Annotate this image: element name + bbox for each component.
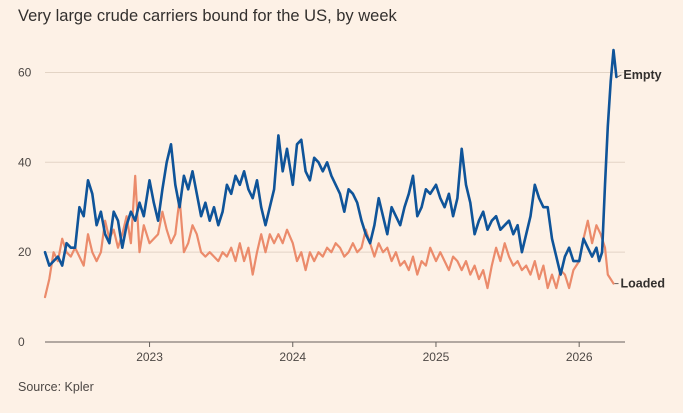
- y-tick-label-20: 20: [18, 245, 32, 259]
- series-lines: [43, 48, 618, 299]
- x-axis: 2023 2024 2025 2026: [45, 341, 625, 364]
- x-tick-label-2026: 2026: [566, 350, 593, 364]
- series-line-loaded: [43, 174, 615, 299]
- gridlines: 0 20 40 60: [18, 65, 625, 349]
- chart-title: Very large crude carriers bound for the …: [18, 7, 397, 25]
- series-label-empty: Empty: [623, 68, 661, 82]
- x-tick-label-2023: 2023: [136, 350, 163, 364]
- y-tick-label-0: 0: [18, 335, 25, 349]
- series-leader-empty: [617, 74, 622, 78]
- source-note: Source: Kpler: [18, 380, 94, 394]
- y-tick-label-40: 40: [18, 155, 32, 169]
- series-labels: Loaded Empty: [614, 68, 665, 291]
- x-tick-label-2025: 2025: [423, 350, 450, 364]
- series-label-loaded: Loaded: [621, 277, 665, 291]
- y-tick-label-60: 60: [18, 65, 32, 79]
- x-tick-label-2024: 2024: [279, 350, 306, 364]
- series-line-empty: [43, 48, 618, 276]
